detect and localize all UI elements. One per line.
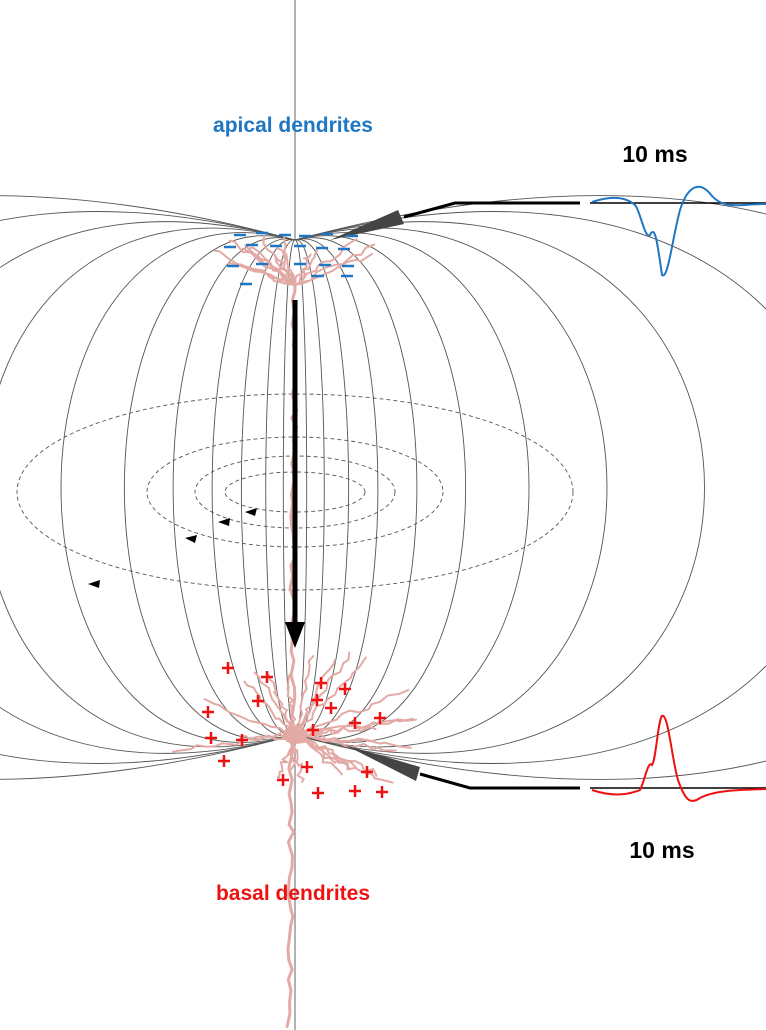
basal-dendrite <box>294 733 397 752</box>
positive-charge <box>339 683 351 695</box>
field-line <box>0 227 296 748</box>
wire-bottom <box>419 772 580 790</box>
basal-label: basal dendrites <box>216 882 370 905</box>
basal-dendrite <box>276 734 296 779</box>
positive-charge <box>277 774 289 786</box>
basal-dendrite <box>266 673 296 736</box>
basal-dendrite <box>203 698 296 737</box>
field-line <box>240 239 296 736</box>
time-scale-bottom: 10 ms <box>629 837 694 863</box>
time-scale-top: 10 ms <box>622 141 687 167</box>
field-line <box>294 235 466 740</box>
apical-dendrite <box>282 235 296 286</box>
field-line <box>0 211 296 764</box>
field-line <box>294 239 350 736</box>
charges <box>202 231 388 799</box>
positive-charge <box>311 694 323 706</box>
positive-charge <box>205 732 217 744</box>
field-line <box>294 211 766 764</box>
basal-dendrite <box>294 656 367 736</box>
apical-dendrite <box>294 238 358 286</box>
positive-charge <box>312 787 324 799</box>
positive-charge <box>202 706 214 718</box>
electrode-bottom <box>345 745 420 781</box>
positive-charge <box>222 662 234 674</box>
positive-charge <box>376 786 388 798</box>
field-line <box>282 239 296 736</box>
basal-dendrite <box>292 655 315 736</box>
field-line <box>172 237 296 738</box>
ring <box>146 436 444 548</box>
apical-dendrite <box>244 244 296 286</box>
positive-charge <box>325 702 337 714</box>
field-line <box>211 238 296 737</box>
field-line <box>294 238 379 737</box>
basal-dendrite <box>294 734 357 771</box>
basal-dendrite <box>294 651 351 736</box>
basal-dendrite <box>294 734 378 777</box>
positive-charge <box>349 785 361 797</box>
field-line <box>294 239 325 736</box>
apical-dendrite <box>239 263 296 286</box>
electrode-top <box>330 210 404 240</box>
field-line <box>294 195 766 780</box>
positive-charge <box>218 755 230 767</box>
field-line <box>294 237 418 738</box>
field-line <box>294 232 530 743</box>
basal-dendrite <box>286 674 299 736</box>
positive-charge <box>252 695 264 707</box>
wire-top <box>403 201 580 219</box>
basal-dendrite <box>294 734 394 784</box>
positive-charge <box>301 761 313 773</box>
positive-charge <box>361 766 373 778</box>
positive-charge <box>374 712 386 724</box>
field-line <box>294 227 608 748</box>
ring <box>16 393 574 591</box>
positive-charge <box>349 717 361 729</box>
field-line <box>0 221 296 754</box>
field-line <box>294 221 705 754</box>
ring <box>224 471 366 513</box>
positive-charge <box>236 734 248 746</box>
apical-dendrite <box>276 247 296 286</box>
dipole-arrow-head <box>285 622 305 648</box>
apical-dendrite <box>294 253 312 286</box>
field-line <box>60 232 296 743</box>
trace-bottom <box>591 714 766 802</box>
positive-charge <box>307 724 319 736</box>
positive-charge <box>315 677 327 689</box>
apical-label: apical dendrites <box>213 114 373 137</box>
field-line <box>265 239 296 736</box>
soma <box>283 726 307 744</box>
trace-top <box>591 185 766 277</box>
apical-dendrite <box>294 253 373 286</box>
basal-dendrite <box>243 680 296 736</box>
field-line <box>124 235 296 740</box>
basal-dendrite <box>171 734 296 753</box>
basal-dendrite <box>253 671 296 736</box>
positive-charge <box>261 671 273 683</box>
apical-dendrite <box>294 246 326 286</box>
